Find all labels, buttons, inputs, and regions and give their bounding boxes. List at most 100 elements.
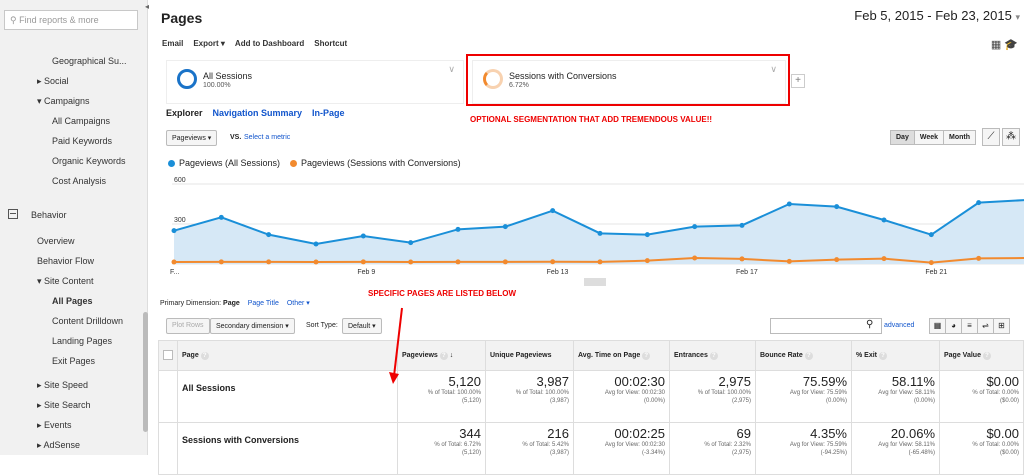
select-all-checkbox[interactable] <box>163 349 173 360</box>
qr-code-icon[interactable]: ▦ <box>990 39 1002 51</box>
table-row[interactable]: Sessions with Conversions 344% of Total: … <box>158 422 1024 475</box>
sidebar-item[interactable]: All Campaigns <box>52 116 111 126</box>
line-chart-icon[interactable]: ⟋ <box>982 128 1000 146</box>
search-input[interactable]: ⚲ Find reports & more <box>4 10 138 30</box>
dimension-page[interactable]: Page <box>223 300 240 307</box>
col-page[interactable]: Page? <box>177 340 398 371</box>
col-pageviews[interactable]: Pageviews? ↓ <box>397 340 486 371</box>
month-button[interactable]: Month <box>943 130 977 145</box>
tab-navigation-summary[interactable]: Navigation Summary <box>212 108 303 118</box>
table-row[interactable]: All Sessions 5,120% of Total: 100.00% (5,1… <box>158 370 1024 423</box>
help-icon[interactable]: ? <box>804 351 813 360</box>
help-icon[interactable]: ? <box>439 351 448 360</box>
motion-chart-icon[interactable]: ⁂ <box>1002 128 1020 146</box>
sidebar-item[interactable]: Cost Analysis <box>52 176 107 186</box>
help-icon[interactable]: ? <box>642 351 651 360</box>
dimension-page-title[interactable]: Page Title <box>247 300 279 307</box>
email-button[interactable]: Email <box>162 39 184 48</box>
col-page-value[interactable]: Page Value? <box>939 340 1024 371</box>
sidebar-item[interactable]: Behavior <box>31 210 67 220</box>
sidebar-item[interactable]: Landing Pages <box>52 336 113 346</box>
sort-type-select[interactable]: Default ▾ <box>342 318 382 334</box>
sidebar-scrollbar[interactable] <box>143 312 148 432</box>
sidebar-item[interactable]: Paid Keywords <box>52 136 113 146</box>
sidebar-item[interactable]: Overview <box>37 236 75 246</box>
sidebar-item[interactable]: ▸ AdSense <box>37 440 81 450</box>
comparison-view-icon[interactable]: ⇌ <box>977 318 994 334</box>
date-range-picker[interactable]: Feb 5, 2015 - Feb 23, 2015 ▾ <box>854 8 1020 23</box>
help-icon[interactable]: ? <box>709 351 718 360</box>
graduation-cap-icon[interactable]: 🎓 <box>1004 39 1018 51</box>
metric-value: 00:02:25 <box>614 426 665 441</box>
sidebar-item[interactable]: ▸ Social <box>37 76 69 86</box>
help-icon[interactable]: ? <box>982 351 991 360</box>
sidebar-item[interactable]: ▾ Site Content <box>37 276 94 286</box>
advanced-link[interactable]: advanced <box>884 322 915 329</box>
sidebar-item[interactable]: ▾ Campaigns <box>37 96 90 106</box>
dimension-label: Primary Dimension: <box>160 300 222 307</box>
select-metric-link[interactable]: Select a metric <box>244 134 291 141</box>
day-button[interactable]: Day <box>890 130 915 145</box>
highlight-box <box>466 54 790 106</box>
metric-compare: (3,987) <box>549 398 569 404</box>
col-avg-time[interactable]: Avg. Time on Page? <box>573 340 670 371</box>
add-to-dashboard-button[interactable]: Add to Dashboard <box>234 39 305 48</box>
metric-total: % of Total: 0.00% <box>972 442 1019 448</box>
sidebar-item[interactable]: Content Drilldown <box>52 316 124 326</box>
segment-all-sessions[interactable]: All Sessions 100.00% ∨ <box>166 60 464 104</box>
data-point <box>360 259 366 265</box>
export-button[interactable]: Export ▾ <box>193 39 225 48</box>
metric-select[interactable]: Pageviews ▾ <box>166 130 218 146</box>
segment-percent: 6.72% <box>509 82 529 89</box>
add-segment-button[interactable]: + <box>791 74 805 88</box>
sidebar-item[interactable]: ▸ Site Speed <box>37 380 89 390</box>
search-icon[interactable]: ⚲ <box>866 319 874 330</box>
sidebar-item[interactable]: All Pages <box>52 296 93 306</box>
row-label: All Sessions <box>177 370 398 423</box>
sidebar-item[interactable]: ▸ Site Search <box>37 400 91 410</box>
col-bounce-rate[interactable]: Bounce Rate? <box>755 340 852 371</box>
chart-legend: Pageviews (All Sessions) Pageviews (Sess… <box>168 158 461 168</box>
sidebar-item[interactable]: Behavior Flow <box>37 256 95 266</box>
col-unique-pageviews[interactable]: Unique Pageviews <box>485 340 574 371</box>
metric-total: % of Total: 100.00% <box>427 390 481 396</box>
week-button[interactable]: Week <box>913 130 945 145</box>
help-icon[interactable]: ? <box>200 351 209 360</box>
pie-view-icon[interactable]: ◕ <box>945 318 962 334</box>
data-point <box>739 256 745 262</box>
tab-explorer[interactable]: Explorer <box>166 108 203 118</box>
pivot-view-icon[interactable]: ⊞ <box>993 318 1010 334</box>
data-point <box>644 258 650 264</box>
sidebar-item[interactable]: ▸ Events <box>37 420 72 430</box>
sidebar-item[interactable]: Organic Keywords <box>52 156 126 166</box>
chevron-down-icon[interactable]: ∨ <box>448 64 455 74</box>
sidebar-item[interactable]: Exit Pages <box>52 356 96 366</box>
segment-conversions[interactable]: Sessions with Conversions 6.72% ∨ <box>472 60 786 104</box>
help-icon[interactable]: ? <box>879 351 888 360</box>
shortcut-button[interactable]: Shortcut <box>314 39 348 48</box>
table-search-input[interactable] <box>770 318 882 334</box>
dimension-other[interactable]: Other ▾ <box>286 300 310 307</box>
report-tabs: Explorer Navigation Summary In-Page <box>166 108 345 118</box>
performance-view-icon[interactable]: ≡ <box>961 318 978 334</box>
table-view-icon[interactable]: ▦ <box>929 318 946 334</box>
plot-rows-button[interactable]: Plot Rows <box>166 318 210 334</box>
chart-scroll-handle[interactable] <box>584 278 606 286</box>
metric-total: Avg for View: 75.59% <box>789 442 847 448</box>
col-exit[interactable]: % Exit? <box>851 340 940 371</box>
x-tick-label: Feb 9 <box>357 269 375 276</box>
metric-cell: 75.59% Avg for View: 75.59% (0.00%) <box>755 370 852 423</box>
tab-in-page[interactable]: In-Page <box>312 108 345 118</box>
collapse-arrow-icon[interactable]: ◂ <box>145 2 150 11</box>
view-toggle: ▦ ◕ ≡ ⇌ ⊞ <box>929 318 1010 334</box>
secondary-dimension-select[interactable]: Secondary dimension ▾ <box>210 318 295 334</box>
metric-cell: 69% of Total: 2.32% (2,975) <box>669 422 756 475</box>
chevron-down-icon[interactable]: ∨ <box>770 64 777 74</box>
legend-dot-icon <box>290 160 298 168</box>
sidebar-item[interactable]: Geographical Su... <box>52 56 127 66</box>
col-entrances[interactable]: Entrances? <box>669 340 756 371</box>
page-title: Pages <box>161 10 203 26</box>
y-tick-label: 300 <box>174 217 186 224</box>
legend-dot-icon <box>168 160 175 168</box>
vs-label: VS. <box>230 134 242 141</box>
